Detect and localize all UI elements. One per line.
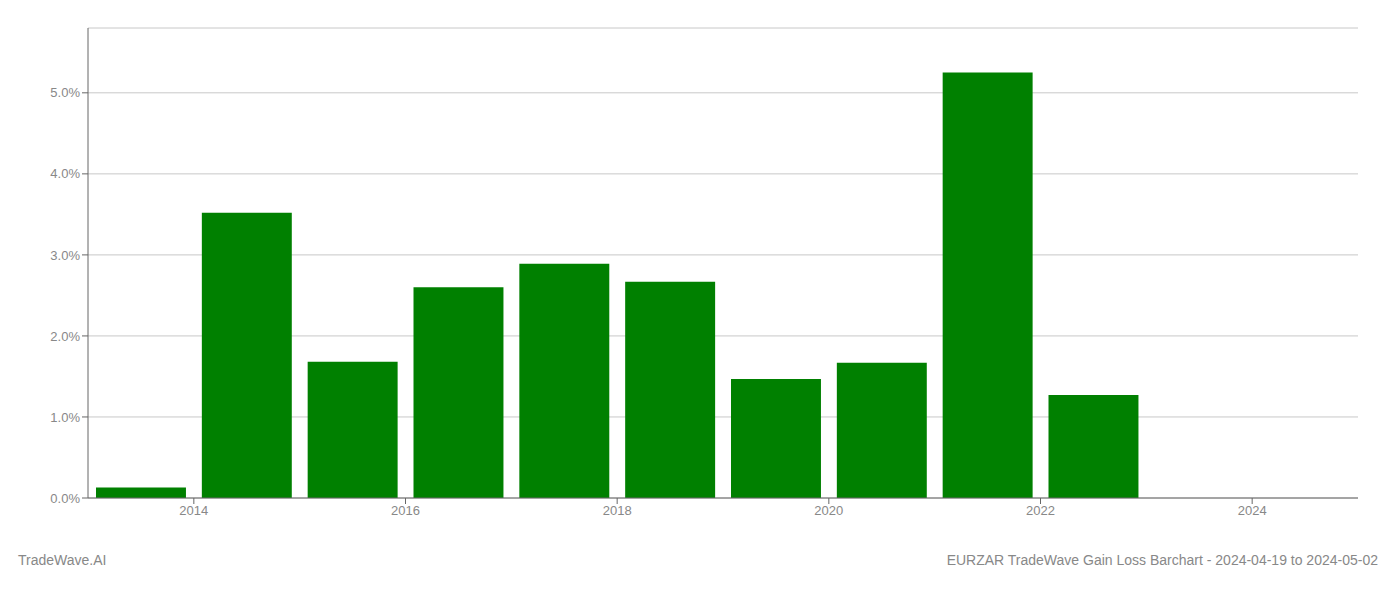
svg-text:2024: 2024 — [1238, 503, 1267, 518]
svg-text:4.0%: 4.0% — [50, 166, 80, 181]
svg-text:2022: 2022 — [1026, 503, 1055, 518]
svg-text:5.0%: 5.0% — [50, 85, 80, 100]
svg-text:2016: 2016 — [391, 503, 420, 518]
html-text:TradeWave.AI: TradeWave.AI — [18, 552, 107, 568]
svg-text:3.0%: 3.0% — [50, 248, 80, 263]
svg-text:2.0%: 2.0% — [50, 329, 80, 344]
svg-text:2018: 2018 — [603, 503, 632, 518]
svg-text:2014: 2014 — [179, 503, 208, 518]
html-text:EURZAR TradeWave Gain Loss Bar: EURZAR TradeWave Gain Loss Barchart - 20… — [946, 552, 1378, 568]
svg-text:0.0%: 0.0% — [50, 491, 80, 506]
svg-text:2020: 2020 — [814, 503, 843, 518]
svg-text:1.0%: 1.0% — [50, 410, 80, 425]
